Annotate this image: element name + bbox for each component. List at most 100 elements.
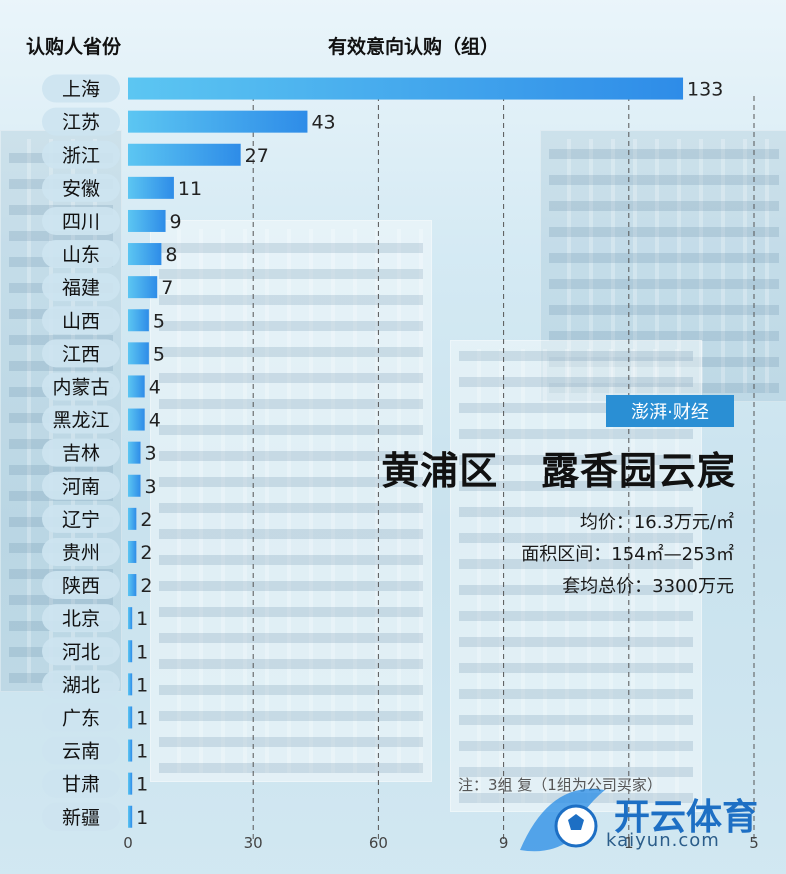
category-label: 北京 [62, 608, 100, 630]
category-label-pill [42, 703, 120, 732]
category-label: 江西 [62, 343, 100, 365]
watermark-name: 开云体育 [614, 797, 759, 838]
category-label: 内蒙古 [52, 376, 109, 398]
bar [128, 540, 137, 563]
bar [128, 243, 162, 266]
bar [128, 342, 149, 365]
category-label: 江苏 [62, 112, 100, 134]
bar-value-label: 133 [687, 79, 723, 101]
bar [128, 474, 141, 497]
bar-value-label: 2 [140, 509, 152, 531]
bar-value-label: 9 [170, 211, 182, 233]
category-label-pill [42, 240, 120, 269]
bar [128, 706, 133, 729]
average-price: 均价：16.3万元/㎡ [579, 512, 734, 533]
bar-value-label: 1 [136, 774, 148, 796]
bar [128, 276, 158, 299]
total-price: 套均总价：3300万元 [562, 576, 734, 597]
bar-value-label: 1 [136, 641, 148, 663]
bar-value-label: 27 [245, 145, 269, 167]
category-label-pill [42, 405, 120, 434]
category-label: 辽宁 [62, 509, 100, 531]
bar-value-label: 4 [149, 410, 161, 432]
bar-value-label: 1 [136, 707, 148, 729]
category-label-pill [42, 173, 120, 202]
x-tick-label: 60 [369, 834, 388, 852]
bar [128, 772, 133, 795]
category-label-pill [42, 471, 120, 500]
category-label: 贵州 [62, 542, 100, 564]
category-label: 河北 [62, 641, 100, 663]
category-label: 山东 [62, 244, 100, 266]
background-building-right [540, 130, 786, 402]
category-label-pill [42, 273, 120, 302]
category-label-pill [42, 802, 120, 831]
category-label: 广东 [62, 707, 100, 729]
bar-value-label: 1 [136, 741, 148, 763]
category-label-pill [42, 107, 120, 136]
category-label-pill [42, 537, 120, 566]
project-title: 黄浦区 露香园云宸 [381, 449, 736, 493]
area-range: 面积区间：154㎡—253㎡ [521, 544, 734, 565]
bar [128, 209, 166, 232]
category-label-pill [42, 769, 120, 798]
category-label: 新疆 [62, 807, 100, 829]
category-label-pill [42, 736, 120, 765]
category-label-pill [42, 74, 120, 103]
category-label: 四川 [62, 211, 100, 233]
bar [128, 507, 137, 530]
bar-value-label: 11 [178, 178, 202, 200]
bar-value-label: 2 [140, 575, 152, 597]
watermark-logo-icon [520, 788, 605, 852]
bar [128, 309, 149, 332]
category-label-pill [42, 504, 120, 533]
x-tick-label: 5 [749, 834, 759, 852]
bar-value-label: 5 [153, 310, 165, 332]
category-label: 福建 [62, 277, 100, 299]
x-tick-label: 30 [244, 834, 263, 852]
x-tick-label: 1 [624, 834, 634, 852]
category-label-pill [42, 571, 120, 600]
category-label: 山西 [62, 310, 100, 332]
bar [128, 739, 133, 762]
publisher-badge: 澎湃·财经 [606, 395, 734, 427]
category-axis-header: 认购人省份 [26, 36, 122, 58]
x-tick-label: 0 [123, 834, 133, 852]
bar-value-label: 3 [145, 476, 157, 498]
category-label: 湖北 [62, 674, 100, 696]
bar-value-label: 2 [140, 542, 152, 564]
bar [128, 574, 137, 597]
x-tick-label: 9 [499, 834, 509, 852]
value-axis-header: 有效意向认购（组） [328, 36, 500, 58]
bar-value-label: 5 [153, 343, 165, 365]
category-label: 甘肃 [62, 774, 100, 796]
bar [128, 640, 133, 663]
bar [128, 673, 133, 696]
category-label-pill [42, 140, 120, 169]
bar-value-label: 43 [311, 112, 335, 134]
category-label: 陕西 [62, 575, 100, 597]
bar [128, 408, 145, 431]
bar-value-label: 3 [145, 443, 157, 465]
category-label: 吉林 [62, 443, 100, 465]
category-label-pill [42, 372, 120, 401]
category-label-pill [42, 438, 120, 467]
category-label: 浙江 [62, 145, 100, 167]
category-label: 黑龙江 [52, 410, 109, 432]
bar [128, 441, 141, 464]
category-label: 安徽 [62, 178, 100, 200]
bar [128, 110, 308, 133]
bar [128, 143, 241, 166]
category-label-pill [42, 339, 120, 368]
footnote: 注：3组 复（1组为公司买家） [458, 776, 662, 794]
bar [128, 375, 145, 398]
bar [128, 77, 684, 100]
bar [128, 176, 174, 199]
bar [128, 805, 133, 828]
category-label-pill [42, 604, 120, 633]
watermark-domain: kaiyun.com [606, 830, 720, 851]
bar [128, 607, 133, 630]
category-label: 河南 [62, 476, 100, 498]
bar-value-label: 7 [161, 277, 173, 299]
